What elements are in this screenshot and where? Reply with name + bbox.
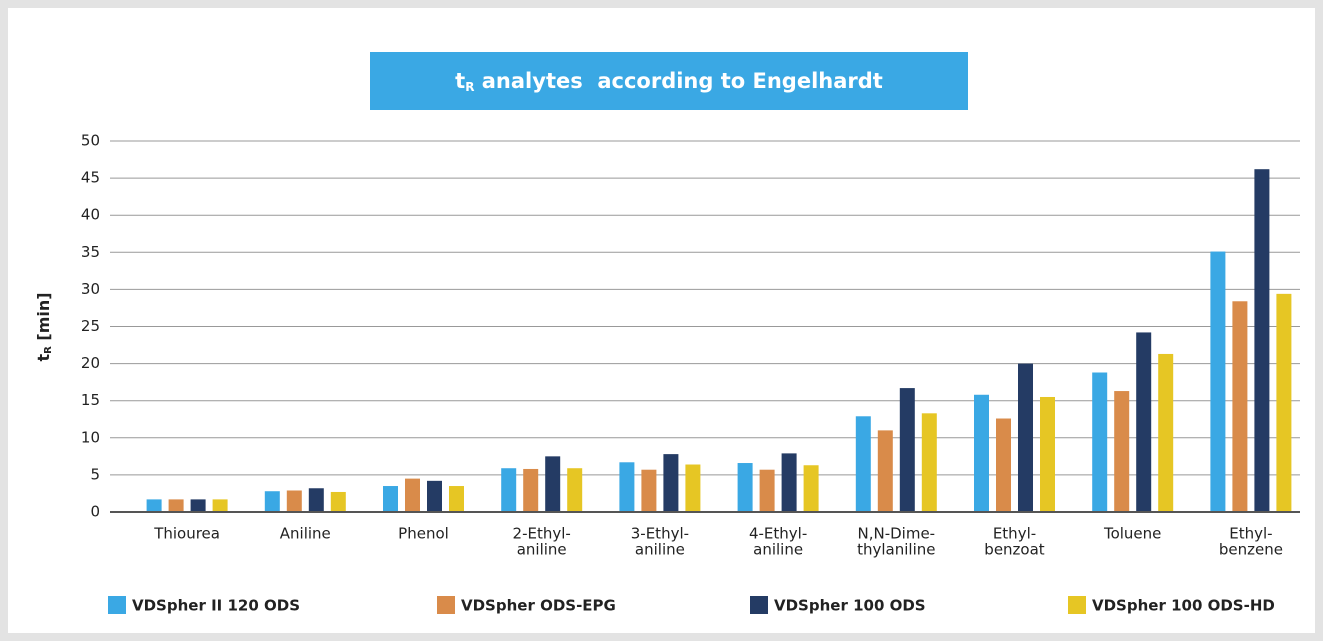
x-tick-label: aniline [517, 541, 567, 559]
x-tick-label: N,N-Dime- [858, 525, 936, 543]
bar [1210, 251, 1226, 513]
bar [685, 464, 701, 512]
legend-swatch [1068, 596, 1086, 614]
y-tick-label: 45 [81, 169, 100, 187]
ylabel-t: t [34, 354, 53, 362]
x-tick-label: 3-Ethyl- [631, 525, 689, 543]
bar [619, 462, 635, 512]
bar [501, 468, 517, 512]
legend-swatch [437, 596, 455, 614]
bar [146, 499, 162, 512]
bar [1114, 391, 1130, 512]
bar [1018, 363, 1033, 512]
bar [1232, 301, 1248, 512]
bar [974, 394, 989, 512]
bar [190, 499, 206, 512]
legend-label: VDSpher 100 ODS-HD [1092, 597, 1275, 615]
y-axis-label: tR [min] [34, 292, 55, 361]
bar [1276, 293, 1292, 512]
bar [1158, 353, 1174, 512]
y-tick-label: 10 [81, 428, 100, 446]
x-tick-label: aniline [635, 541, 685, 559]
bar [264, 491, 280, 512]
y-tick-label: 20 [81, 354, 100, 372]
ylabel-sub: R [43, 346, 54, 354]
bar [899, 388, 915, 512]
title-box [370, 52, 968, 110]
legend-swatch [750, 596, 768, 614]
bar [921, 413, 937, 512]
title-sub: R [465, 80, 474, 94]
bar [759, 469, 775, 512]
bar [286, 490, 302, 512]
ylabel-rest: [min] [34, 292, 53, 346]
x-tick-label: benzene [1219, 541, 1283, 559]
x-tick-label: Toluene [1103, 525, 1161, 543]
bar [641, 469, 657, 512]
y-tick-label: 5 [90, 465, 100, 483]
x-tick-label: benzoat [984, 541, 1044, 559]
bar [855, 416, 871, 512]
bar [737, 463, 753, 512]
x-tick-label: Phenol [398, 525, 449, 543]
y-tick-label: 30 [81, 280, 100, 298]
bar [383, 486, 398, 512]
x-tick-label: Ethyl- [1229, 525, 1272, 543]
bar [330, 491, 346, 512]
y-tick-label: 35 [81, 243, 100, 261]
y-tick-label: 0 [90, 503, 100, 521]
chart-title: tR analytes according to Engelhardt [455, 69, 883, 94]
y-tick-label: 50 [81, 132, 100, 150]
y-tick-label: 15 [81, 391, 100, 409]
bar [1136, 332, 1152, 512]
bar [427, 480, 442, 512]
x-tick-label: Thiourea [153, 525, 220, 543]
legend-label: VDSpher 100 ODS [774, 597, 926, 615]
x-tick-label: thylaniline [857, 541, 935, 559]
bar [877, 430, 893, 512]
bar [781, 453, 797, 512]
legend-label: VDSpher II 120 ODS [132, 597, 300, 615]
bar [545, 456, 561, 512]
bar [803, 465, 819, 512]
bar [996, 418, 1011, 512]
bar [663, 454, 679, 512]
x-tick-label: Ethyl- [993, 525, 1036, 543]
y-tick-label: 25 [81, 317, 100, 335]
x-tick-label: 2-Ethyl- [513, 525, 571, 543]
x-tick-label: aniline [753, 541, 803, 559]
bar [567, 468, 583, 512]
legend-label: VDSpher ODS-EPG [461, 597, 616, 615]
title-t: t [455, 69, 465, 93]
bar [449, 486, 464, 512]
bar [405, 478, 420, 512]
panel [8, 8, 1315, 633]
bar [308, 488, 324, 512]
bar [168, 499, 184, 512]
x-tick-label: Aniline [280, 525, 331, 543]
bar [212, 499, 228, 512]
bar [523, 468, 539, 512]
bar [1254, 169, 1270, 513]
title-rest: analytes according to Engelhardt [474, 69, 882, 93]
x-tick-label: 4-Ethyl- [749, 525, 807, 543]
legend-swatch [108, 596, 126, 614]
bar [1040, 396, 1055, 512]
y-tick-label: 40 [81, 206, 100, 224]
bar [1092, 372, 1108, 512]
